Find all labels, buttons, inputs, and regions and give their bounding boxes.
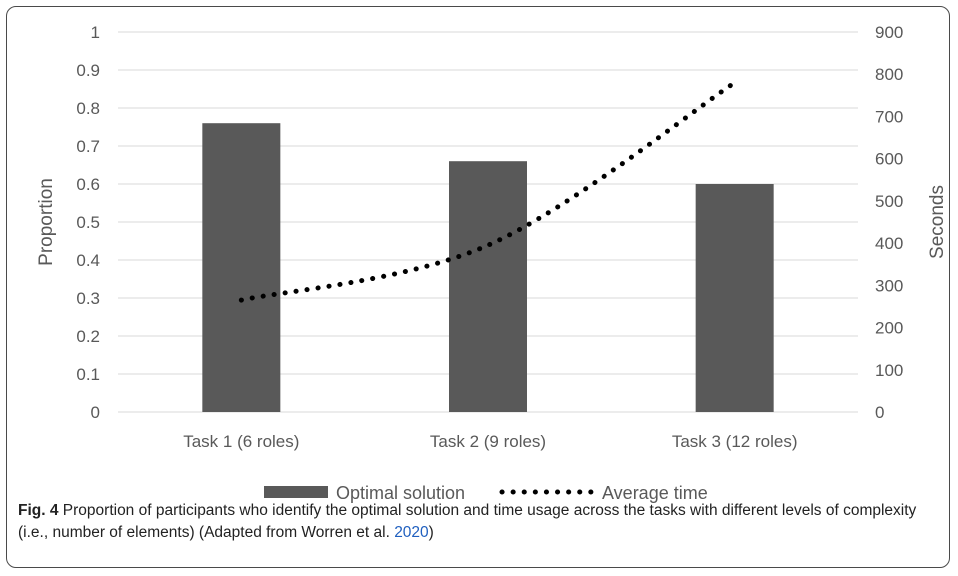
x-axis-ticks: Task 1 (6 roles) Task 2 (9 roles) Task 3 (… [183,432,797,451]
left-axis-ticks: 0 0.1 0.2 0.3 0.4 0.5 0.6 0.7 0.8 0.9 1 [76,23,100,422]
y2-tick-label: 300 [875,276,903,295]
y-tick-label: 0 [91,403,100,422]
y2-tick-label: 100 [875,361,903,380]
x-tick-label: Task 2 (9 roles) [430,432,546,451]
line-series [238,80,738,303]
legend-label-average-time: Average time [602,483,708,503]
y-tick-label: 0.1 [76,365,100,384]
legend: Optimal solution Average time [264,483,708,503]
caption-figure-label: Fig. 4 [18,502,59,519]
legend-swatch-optimal-solution [264,486,328,498]
y2-axis-title: Seconds [927,185,948,259]
y-tick-label: 1 [91,23,100,42]
caption-close: ) [428,524,434,541]
y2-tick-label: 400 [875,234,903,253]
y2-tick-label: 200 [875,319,903,338]
bar [695,184,774,412]
y2-tick-label: 600 [875,150,903,169]
x-tick-label: Task 1 (6 roles) [183,432,299,451]
y-tick-label: 0.7 [76,137,100,156]
y-axis-title: Proportion [36,178,57,266]
average-time-line [238,80,738,303]
bar [449,161,527,412]
legend-label-optimal-solution: Optimal solution [336,483,465,503]
y-tick-label: 0.2 [76,327,100,346]
right-axis-ticks: 0 100 200 300 400 500 600 700 800 900 [875,23,903,422]
y2-tick-label: 900 [875,23,903,42]
y-tick-label: 0.5 [76,213,100,232]
y2-tick-label: 0 [875,403,884,422]
bar [202,123,281,412]
caption-text: Proportion of participants who identify … [18,502,917,541]
y2-tick-label: 700 [875,107,903,126]
y-tick-label: 0.3 [76,289,100,308]
caption-citation-year[interactable]: 2020 [394,524,429,541]
y2-tick-label: 800 [875,65,903,84]
y-tick-label: 0.6 [76,175,100,194]
y-tick-label: 0.4 [76,251,100,270]
bar-series [202,123,774,412]
y-tick-label: 0.8 [76,99,100,118]
figure-caption: Fig. 4 Proportion of participants who id… [18,500,938,544]
x-tick-label: Task 3 (12 roles) [672,432,798,451]
y-tick-label: 0.9 [76,61,100,80]
y2-tick-label: 500 [875,192,903,211]
